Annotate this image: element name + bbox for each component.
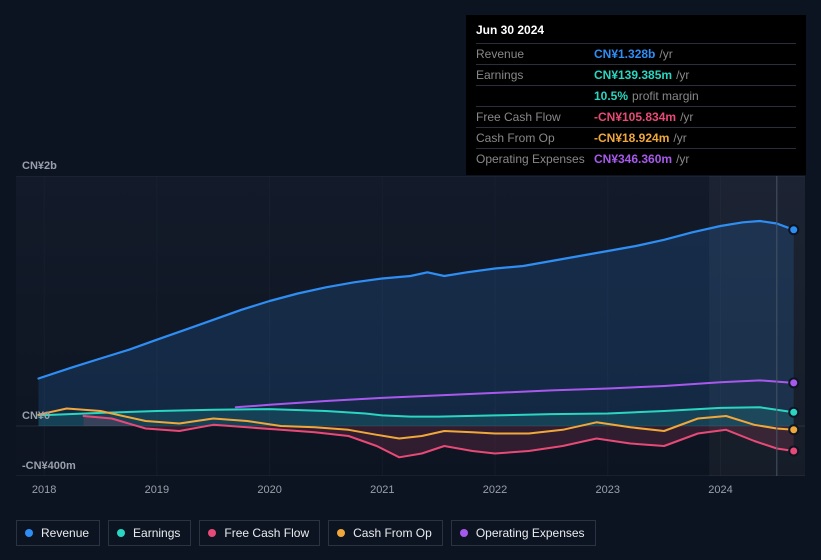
tooltip-suffix: /yr — [676, 67, 689, 83]
tooltip-row: EarningsCN¥139.385m/yr — [476, 64, 796, 85]
tooltip-value: CN¥139.385m — [594, 67, 672, 83]
tooltip-suffix: /yr — [659, 46, 672, 62]
legend-label: Revenue — [41, 526, 89, 540]
legend-label: Cash From Op — [353, 526, 432, 540]
financials-chart[interactable] — [16, 176, 805, 476]
legend-dot-icon — [208, 529, 216, 537]
legend-label: Earnings — [133, 526, 180, 540]
legend-label: Operating Expenses — [476, 526, 585, 540]
y-axis-label: CN¥2b — [22, 160, 57, 172]
legend-dot-icon — [25, 529, 33, 537]
tooltip-value: -CN¥18.924m — [594, 130, 669, 146]
x-axis-label: 2020 — [257, 484, 281, 496]
tooltip-label: Free Cash Flow — [476, 109, 594, 125]
x-axis-label: 2021 — [370, 484, 394, 496]
tooltip-value: 10.5% — [594, 88, 628, 104]
tooltip-suffix: /yr — [680, 109, 693, 125]
tooltip-row: RevenueCN¥1.328b/yr — [476, 43, 796, 64]
tooltip-label: Cash From Op — [476, 130, 594, 146]
legend-item-revenue[interactable]: Revenue — [16, 520, 100, 546]
legend-item-fcf[interactable]: Free Cash Flow — [199, 520, 320, 546]
chart-legend: Revenue Earnings Free Cash Flow Cash From O… — [16, 520, 596, 546]
x-axis-label: 2023 — [596, 484, 620, 496]
x-axis-label: 2022 — [483, 484, 507, 496]
tooltip-row: Cash From Op-CN¥18.924m/yr — [476, 127, 796, 148]
tooltip-label: Revenue — [476, 46, 594, 62]
x-axis-label: 2018 — [32, 484, 56, 496]
legend-dot-icon — [460, 529, 468, 537]
chart-svg — [16, 176, 805, 476]
tooltip-label: Operating Expenses — [476, 151, 594, 167]
tooltip-value: CN¥1.328b — [594, 46, 655, 62]
legend-item-earnings[interactable]: Earnings — [108, 520, 191, 546]
legend-item-opex[interactable]: Operating Expenses — [451, 520, 596, 546]
tooltip-row: 10.5%profit margin — [476, 85, 796, 106]
tooltip-value: -CN¥105.834m — [594, 109, 676, 125]
legend-dot-icon — [337, 529, 345, 537]
legend-label: Free Cash Flow — [224, 526, 309, 540]
tooltip-value: CN¥346.360m — [594, 151, 672, 167]
tooltip-label: Earnings — [476, 67, 594, 83]
tooltip-label — [476, 88, 594, 104]
legend-dot-icon — [117, 529, 125, 537]
tooltip-suffix: /yr — [673, 130, 686, 146]
legend-item-cfo[interactable]: Cash From Op — [328, 520, 443, 546]
tooltip-suffix: profit margin — [632, 88, 699, 104]
x-axis-label: 2024 — [708, 484, 732, 496]
tooltip-row: Operating ExpensesCN¥346.360m/yr — [476, 148, 796, 169]
tooltip-date: Jun 30 2024 — [476, 23, 796, 43]
x-axis-label: 2019 — [145, 484, 169, 496]
chart-tooltip: Jun 30 2024 RevenueCN¥1.328b/yrEarningsC… — [466, 15, 806, 175]
y-axis-label: -CN¥400m — [22, 460, 76, 472]
tooltip-suffix: /yr — [676, 151, 689, 167]
y-axis-label: CN¥0 — [22, 410, 50, 422]
tooltip-row: Free Cash Flow-CN¥105.834m/yr — [476, 106, 796, 127]
